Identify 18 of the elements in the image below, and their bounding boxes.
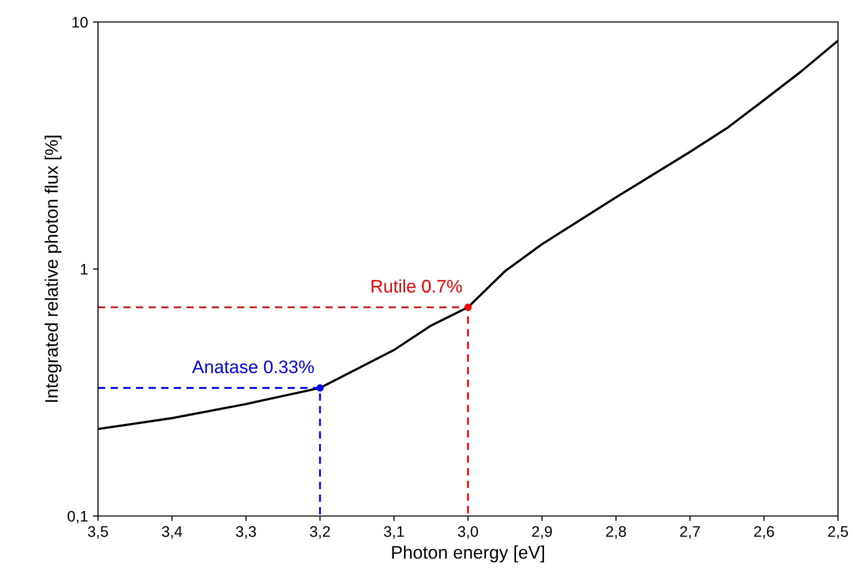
y-tick-label: 10 bbox=[72, 16, 88, 28]
x-tick-label: 2,6 bbox=[754, 526, 774, 539]
x-tick-label: 3,4 bbox=[162, 526, 182, 539]
annotation: Rutile 0.7% bbox=[372, 279, 462, 293]
x-tick-label: 3,2 bbox=[310, 526, 330, 539]
x-tick-label: 3,3 bbox=[236, 526, 256, 539]
y-axis-title: Integrated relative photon flux [%] bbox=[44, 136, 62, 402]
y-tick-label: 0,1 bbox=[68, 510, 88, 524]
x-tick-label: 2,7 bbox=[680, 526, 700, 539]
y-tick-label: 1 bbox=[80, 264, 88, 275]
x-tick-label: 2,8 bbox=[606, 526, 626, 539]
x-tick-label: 3,1 bbox=[384, 526, 404, 539]
annotation: Anatase 0.33% bbox=[192, 360, 314, 374]
x-axis-title: Photon energy [eV] bbox=[392, 546, 544, 562]
x-tick-label: 3,5 bbox=[88, 526, 108, 539]
x-tick-label: 2,9 bbox=[532, 526, 552, 539]
x-tick-label: 2,5 bbox=[828, 526, 848, 539]
x-tick-label: 3,0 bbox=[458, 526, 478, 539]
